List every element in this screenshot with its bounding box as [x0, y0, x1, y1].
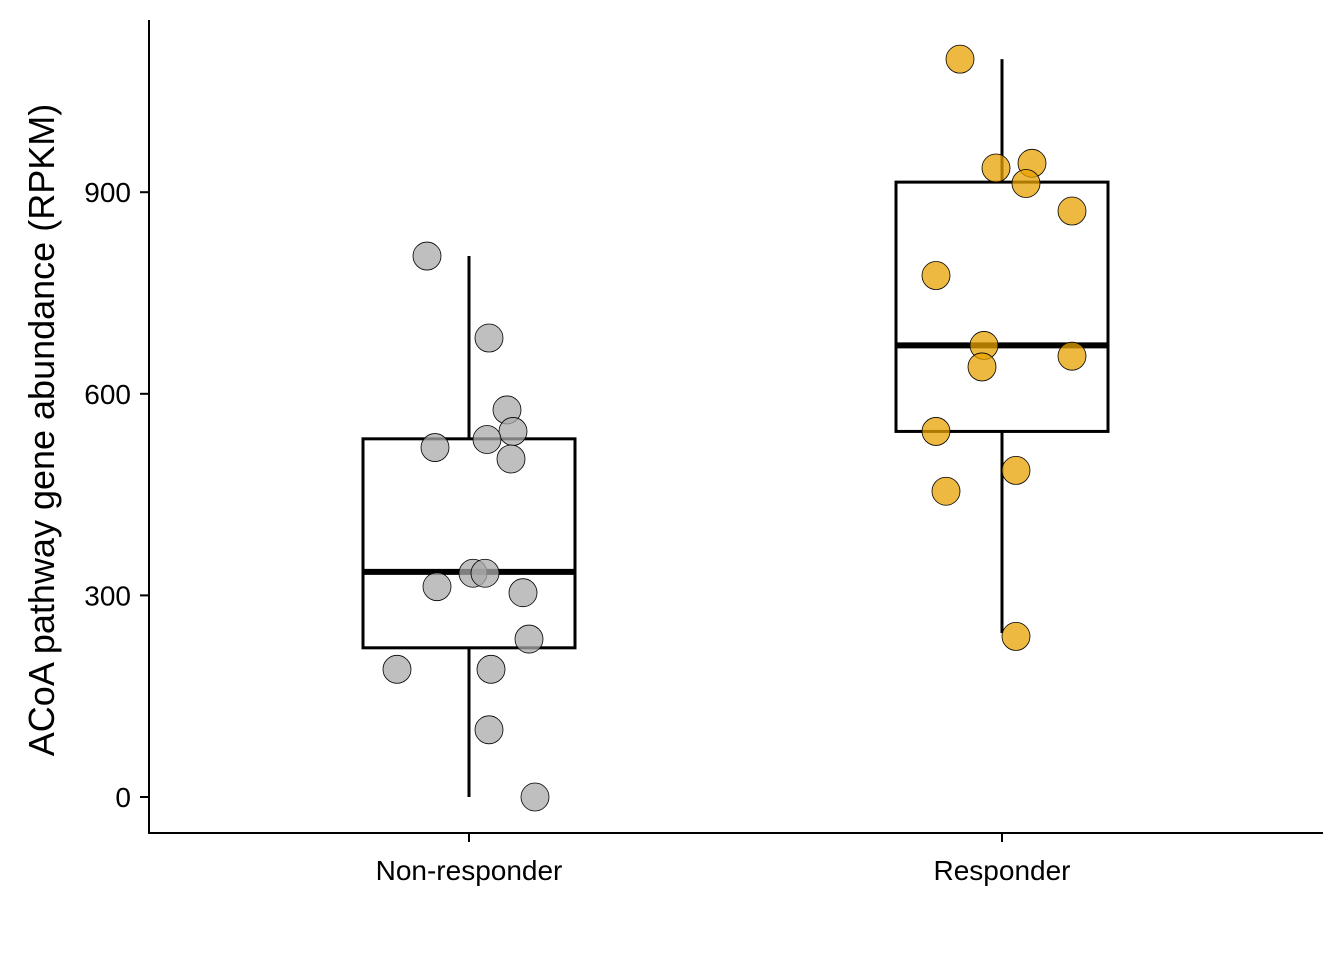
data-point	[967, 352, 997, 382]
data-point	[422, 572, 452, 602]
box-group-responder	[894, 44, 1110, 651]
data-point	[476, 654, 506, 684]
data-point	[496, 444, 526, 474]
data-point	[474, 323, 504, 353]
data-point	[420, 433, 450, 462]
data-point	[470, 558, 500, 588]
data-point	[1011, 169, 1041, 198]
axes: 0 300 600 900 Non-responder Responder	[84, 177, 1070, 886]
y-axis-title: ACoA pathway gene abundance (RPKM)	[21, 104, 62, 756]
data-point	[981, 153, 1011, 183]
x-tick-label: Non-responder	[376, 855, 563, 886]
data-point	[921, 417, 951, 446]
data-point	[508, 578, 538, 608]
data-point	[382, 654, 412, 684]
y-tick-label: 0	[115, 782, 131, 813]
data-point	[1001, 456, 1031, 485]
y-tick-label: 900	[84, 177, 131, 208]
data-point	[498, 417, 528, 446]
data-point	[474, 715, 504, 745]
data-point	[931, 476, 961, 506]
data-point	[514, 624, 544, 654]
plot-area	[361, 44, 1110, 812]
y-tick-label: 300	[84, 580, 131, 611]
data-point	[1057, 341, 1087, 371]
data-point	[945, 44, 975, 74]
box	[361, 437, 577, 650]
box-group-non-responder	[361, 241, 577, 812]
data-point	[1001, 621, 1031, 651]
data-point	[412, 241, 442, 271]
data-point	[1057, 196, 1087, 226]
y-tick-label: 600	[84, 379, 131, 410]
data-point	[921, 261, 951, 290]
data-point	[472, 425, 502, 454]
data-point	[520, 782, 550, 812]
x-tick-label: Responder	[934, 855, 1071, 886]
